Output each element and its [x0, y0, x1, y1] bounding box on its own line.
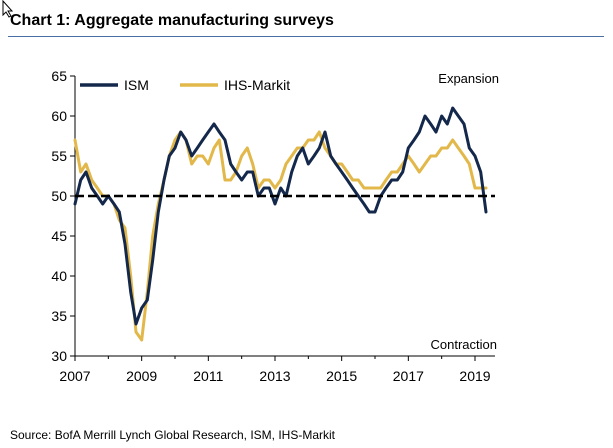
chart-title: Chart 1: Aggregate manufacturing surveys [10, 12, 334, 29]
y-tick-label: 65 [51, 68, 67, 84]
legend: ISM IHS-Markit [80, 77, 290, 93]
y-tick-label: 45 [51, 228, 67, 244]
expansion-label: Expansion [438, 71, 499, 86]
y-tick-label: 60 [51, 108, 67, 124]
x-tick-label: 2007 [59, 368, 90, 384]
y-tick-label: 35 [51, 308, 67, 324]
mouse-cursor-icon [2, 0, 14, 23]
legend-label-ihs-markit: IHS-Markit [224, 77, 290, 93]
axes: 30 35 40 45 50 55 60 65 2007 2009 2011 2013 2015 2017… [51, 68, 499, 384]
y-tick-label: 40 [51, 268, 67, 284]
x-tick-label: 2011 [193, 368, 223, 384]
series-line-ihs-markit [73, 130, 488, 342]
contraction-label: Contraction [431, 337, 497, 352]
x-tick-label: 2013 [259, 368, 290, 384]
y-tick-label: 50 [51, 188, 67, 204]
x-tick-label: 2019 [459, 368, 490, 384]
y-tick-label: 30 [51, 348, 67, 364]
line-chart: 30 35 40 45 50 55 60 65 2007 2009 2011 2013 2015 2017… [51, 68, 499, 384]
source-note: Source: BofA Merrill Lynch Global Resear… [10, 428, 335, 442]
y-tick-label: 55 [51, 148, 67, 164]
x-tick-label: 2017 [393, 368, 424, 384]
series-line-ism [73, 106, 488, 326]
title-divider [8, 36, 604, 37]
x-tick-label: 2015 [326, 368, 357, 384]
series-layer [73, 106, 495, 342]
legend-label-ism: ISM [124, 77, 149, 93]
x-tick-label: 2009 [126, 368, 157, 384]
